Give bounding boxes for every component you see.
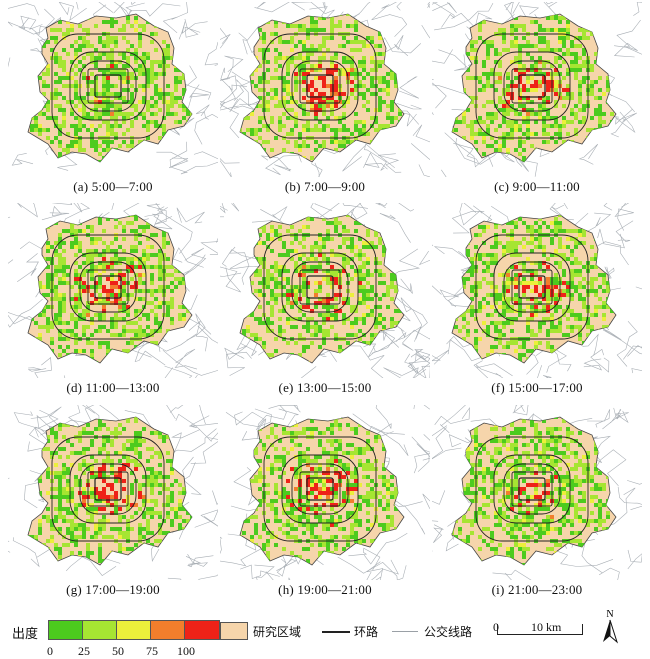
panel-caption: (i) 21:00—23:00: [432, 582, 642, 598]
tick-25: 25: [69, 644, 99, 659]
map-panel: (h) 19:00—21:00: [220, 405, 430, 600]
swatch-50: [116, 620, 152, 640]
panel-caption: (h) 19:00—21:00: [220, 582, 430, 598]
outdegree-map: [8, 203, 218, 378]
north-label: N: [606, 609, 613, 620]
panel-caption: (c) 9:00—11:00: [432, 179, 642, 195]
outdegree-map: [432, 405, 642, 580]
bus-line-label: 公交线路: [424, 623, 472, 640]
swatch-25: [82, 620, 118, 640]
outdegree-map: [432, 2, 642, 177]
map-panel: (d) 11:00—13:00: [8, 203, 218, 398]
map-panels: (a) 5:00—7:00(b) 7:00—9:00(c) 9:00—11:00…: [0, 0, 650, 600]
panel-caption: (e) 13:00—15:00: [220, 380, 430, 396]
swatch-0: [48, 620, 84, 640]
ring-road-label: 环路: [354, 623, 378, 640]
tick-75: 75: [137, 644, 167, 659]
ring-road-line: [322, 631, 350, 633]
map-panel: (i) 21:00—23:00: [432, 405, 642, 600]
legend-title: 出度: [12, 623, 38, 642]
map-panel: (b) 7:00—9:00: [220, 2, 430, 197]
swatch-100: [184, 620, 220, 640]
outdegree-map: [8, 2, 218, 177]
map-panel: (a) 5:00—7:00: [8, 2, 218, 197]
swatch-75: [150, 620, 186, 640]
panel-caption: (a) 5:00—7:00: [8, 179, 218, 195]
legend: 出度 0 25 50 75 100 研究区域 环路 公交线路 0 10 km N: [0, 606, 650, 655]
tick-0: 0: [35, 644, 65, 659]
study-area-swatch: [220, 622, 248, 640]
map-panel: (g) 17:00—19:00: [8, 405, 218, 600]
outdegree-map: [432, 203, 642, 378]
outdegree-map: [220, 405, 430, 580]
panel-caption: (b) 7:00—9:00: [220, 179, 430, 195]
map-panel: (f) 15:00—17:00: [432, 203, 642, 398]
map-panel: (e) 13:00—15:00: [220, 203, 430, 398]
bus-line-symbol: [392, 631, 418, 632]
panel-caption: (g) 17:00—19:00: [8, 582, 218, 598]
panel-caption: (d) 11:00—13:00: [8, 380, 218, 396]
map-panel: (c) 9:00—11:00: [432, 2, 642, 197]
panel-caption: (f) 15:00—17:00: [432, 380, 642, 396]
outdegree-map: [220, 2, 430, 177]
study-area-label: 研究区域: [253, 623, 301, 640]
scale-bar: [497, 624, 583, 635]
north-arrow-icon: N: [595, 606, 625, 646]
tick-100: 100: [171, 644, 201, 659]
outdegree-map: [8, 405, 218, 580]
tick-50: 50: [103, 644, 133, 659]
outdegree-map: [220, 203, 430, 378]
